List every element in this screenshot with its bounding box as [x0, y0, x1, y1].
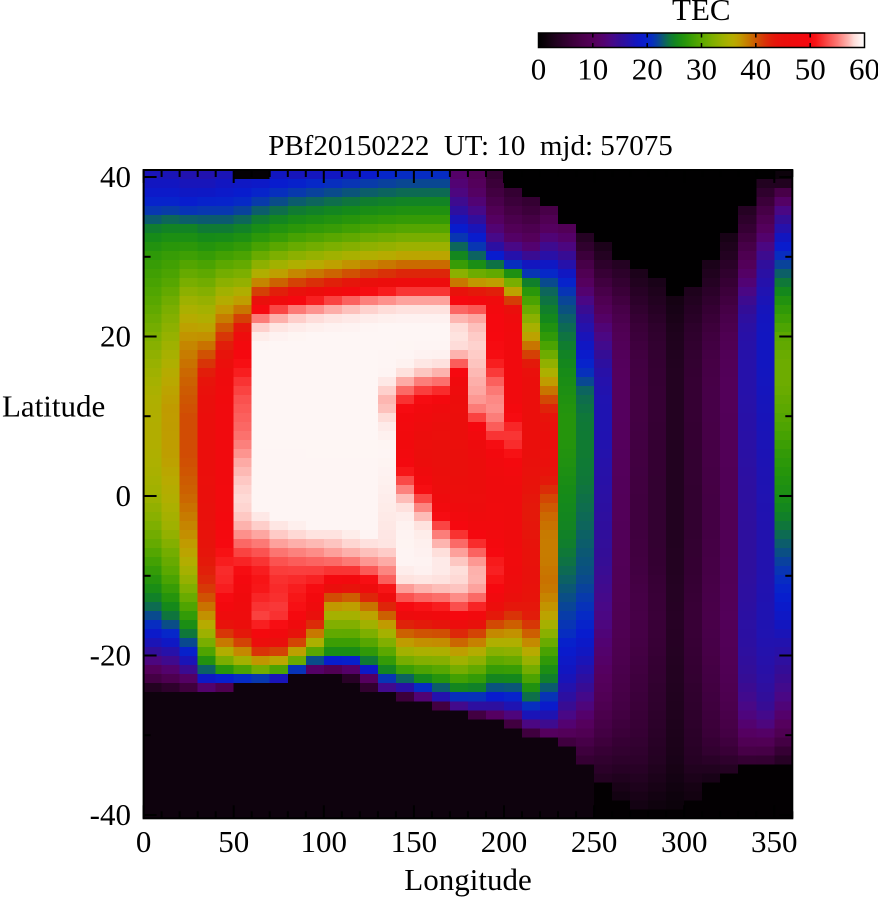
svg-text:10: 10 [577, 52, 608, 87]
svg-text:TEC: TEC [672, 0, 731, 27]
svg-text:50: 50 [795, 52, 826, 87]
svg-text:250: 250 [571, 824, 618, 859]
svg-text:Latitude: Latitude [2, 389, 105, 424]
svg-text:Longitude: Longitude [404, 862, 531, 897]
svg-text:200: 200 [481, 824, 528, 859]
svg-text:40: 40 [740, 52, 771, 87]
svg-text:300: 300 [661, 824, 708, 859]
svg-text:20: 20 [100, 319, 131, 354]
svg-text:40: 40 [100, 159, 131, 194]
svg-text:150: 150 [391, 824, 438, 859]
svg-text:30: 30 [686, 52, 717, 87]
svg-text:20: 20 [632, 52, 663, 87]
svg-text:0: 0 [531, 52, 547, 87]
svg-text:0: 0 [136, 824, 152, 859]
svg-text:60: 60 [849, 52, 878, 87]
svg-text:350: 350 [751, 824, 798, 859]
svg-text:0: 0 [116, 478, 132, 513]
svg-text:-20: -20 [90, 638, 131, 673]
svg-text:50: 50 [218, 824, 249, 859]
svg-text:-40: -40 [90, 797, 131, 832]
svg-text:100: 100 [301, 824, 348, 859]
svg-text:PBf20150222 UT: 10 mjd: 5707: PBf20150222 UT: 10 mjd: 57075 [268, 130, 673, 162]
